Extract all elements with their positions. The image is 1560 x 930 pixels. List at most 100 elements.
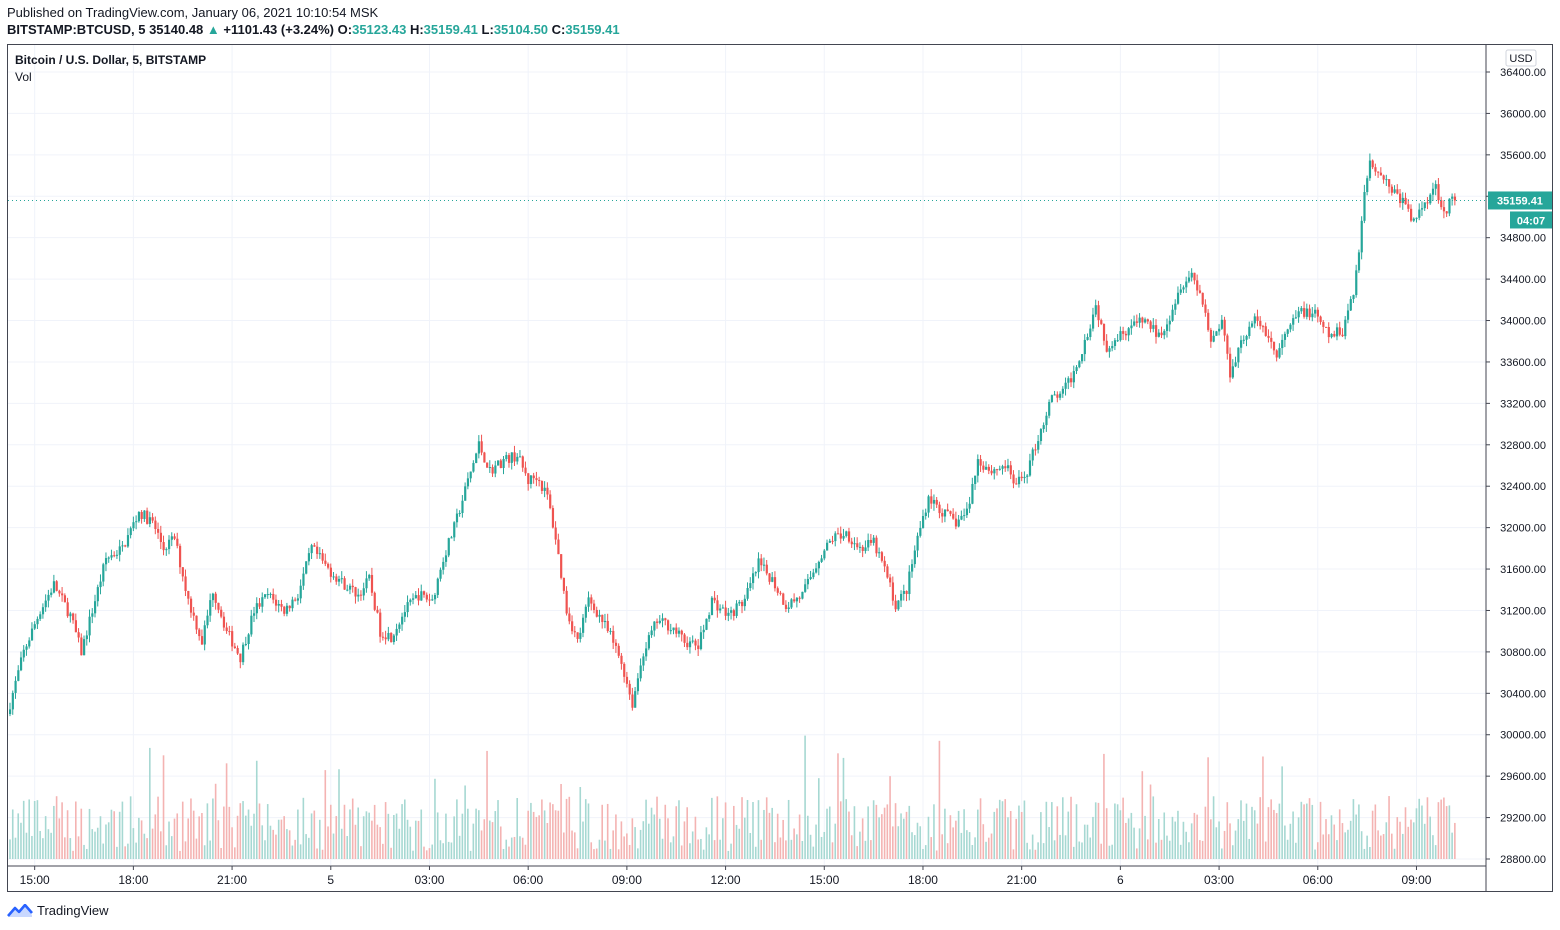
volume-bar (1040, 812, 1042, 859)
currency-label[interactable]: USD (1509, 53, 1532, 65)
candle-body (1316, 309, 1319, 317)
volume-bar (902, 818, 905, 859)
volume-bar (371, 820, 373, 859)
volume-bar (645, 799, 647, 859)
candle-body (1409, 208, 1413, 221)
candle-body (697, 645, 700, 650)
volume-bar (930, 837, 932, 859)
candle-body (461, 500, 464, 514)
volume-bar (31, 835, 33, 859)
currency-box[interactable] (1505, 49, 1537, 67)
volume-bar (1190, 823, 1193, 859)
volume-bar (1171, 816, 1174, 859)
candle-body (667, 620, 670, 631)
candle-body (269, 593, 272, 595)
y-tick-label: 32800.00 (1500, 440, 1546, 452)
candle-body (1363, 192, 1366, 221)
volume-bar (1374, 804, 1377, 859)
candle-body (417, 595, 420, 601)
candle-body (713, 597, 716, 601)
candle-body (220, 609, 223, 617)
volume-bar (146, 838, 148, 859)
candle-body (1352, 295, 1355, 300)
volume-bar (804, 735, 806, 859)
candle-body (96, 587, 99, 602)
footer-brand[interactable]: TradingView (7, 903, 109, 918)
candle-body (1163, 330, 1166, 336)
candle-body (1207, 312, 1210, 330)
candle-body (420, 591, 423, 601)
candle-body (872, 537, 875, 543)
volume-bar (656, 796, 658, 859)
volume-bar (612, 830, 614, 859)
candle-body (1256, 316, 1259, 321)
volume-bar (445, 813, 447, 859)
candle-body (412, 598, 415, 600)
candle-body (579, 632, 582, 639)
candle-body (52, 581, 56, 593)
candle-body (1059, 393, 1062, 398)
volume-bar (505, 839, 508, 859)
volume-bar (590, 842, 593, 859)
candle-body (1209, 329, 1213, 342)
candle-body (321, 553, 324, 561)
candle-body (135, 521, 138, 523)
volume-bar (250, 825, 253, 859)
volume-bar (1289, 823, 1292, 859)
volume-bar (96, 827, 99, 859)
volume-bar (1393, 848, 1396, 859)
volume-bar (1240, 800, 1242, 859)
ohlc-header: BITSTAMP:BTCUSD, 5 35140.48 ▲ +1101.43 (… (7, 22, 620, 37)
candle-body (1357, 252, 1361, 271)
volume-bar (36, 800, 39, 859)
candle-body (296, 598, 300, 601)
volume-bar (894, 803, 897, 859)
candle-body (795, 597, 799, 602)
volume-bar (817, 778, 820, 859)
volume-bar (853, 806, 856, 859)
volume-bar (291, 845, 294, 859)
volume-bar (697, 839, 699, 859)
volume-bar (881, 814, 883, 859)
candle-body (318, 553, 322, 555)
volume-bar (549, 802, 551, 859)
candle-body (1045, 415, 1048, 426)
volume-bar (192, 810, 195, 859)
volume-bar (1371, 810, 1374, 859)
candle-body (1026, 475, 1029, 477)
volume-bar (480, 830, 483, 859)
candle-body (338, 578, 341, 582)
candle-body (203, 625, 206, 645)
volume-bar (694, 816, 697, 859)
candle-body (990, 470, 993, 474)
candle-body (527, 473, 530, 485)
candle-body (1056, 394, 1059, 398)
volume-bar (719, 839, 721, 859)
volume-bar (116, 846, 118, 859)
candle-body (253, 613, 256, 616)
volume-bar (321, 849, 324, 859)
candle-body (1160, 332, 1163, 336)
candle-body (1102, 323, 1106, 341)
candle-body (842, 535, 845, 539)
volume-bar (157, 796, 159, 859)
candle-body (650, 630, 653, 636)
candle-body (291, 599, 294, 609)
candle-body (603, 620, 607, 623)
candle-body (683, 634, 686, 643)
candle-body (1218, 328, 1221, 332)
candle-body (911, 564, 914, 572)
candle-body (705, 618, 708, 630)
candle-body (634, 691, 637, 708)
volume-bar (924, 845, 927, 859)
volume-bar (357, 807, 359, 859)
candle-body (853, 543, 856, 545)
volume-bar (672, 836, 675, 859)
volume-bar (823, 831, 826, 859)
volume-bar (1070, 796, 1072, 859)
candle-body (406, 602, 409, 613)
chart-frame (7, 44, 1553, 892)
volume-bar (406, 819, 409, 859)
candle-body (628, 683, 631, 695)
